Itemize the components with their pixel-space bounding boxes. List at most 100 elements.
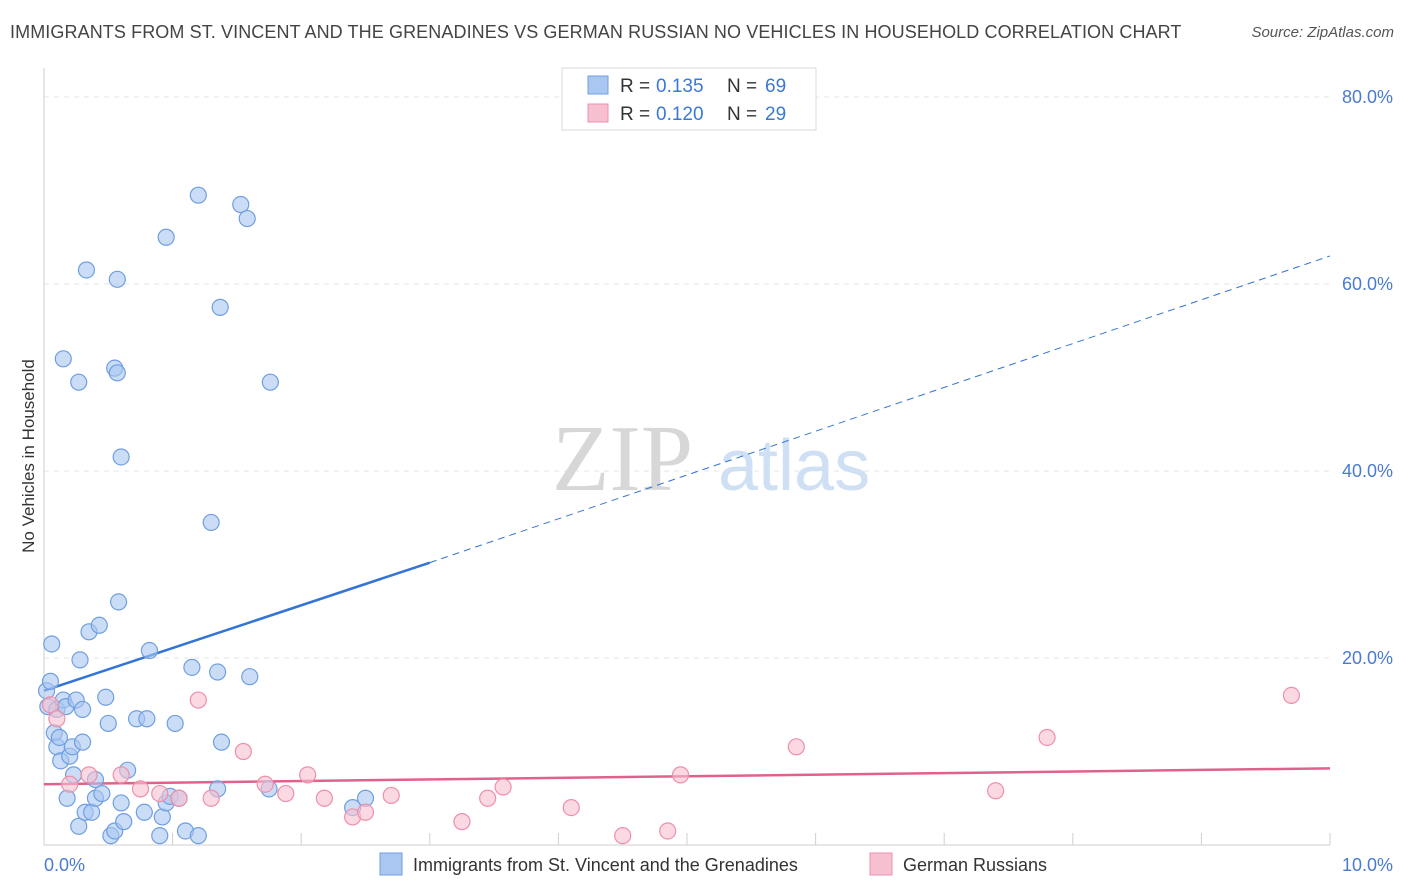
point-immigrants-43: [166, 714, 184, 733]
point-immigrants-66: [232, 195, 250, 214]
point-immigrants-26: [93, 784, 111, 803]
stats-n-label-2: N =: [727, 104, 757, 125]
point-immigrants-50: [212, 733, 231, 751]
point-immigrants-60: [108, 364, 126, 382]
point-german-russians-9: [202, 789, 220, 807]
legend-swatch-immigrants: [379, 852, 403, 876]
point-immigrants-56: [54, 350, 72, 368]
y-tick-label-0: 20.0%: [1342, 648, 1393, 668]
point-german-russians-4: [112, 766, 130, 784]
point-immigrants-11: [58, 789, 76, 807]
watermark: ZIP atlas: [552, 407, 870, 511]
point-german-russians-23: [659, 822, 677, 840]
point-immigrants-37: [138, 710, 156, 728]
trend-line-immigrants-extension: [429, 255, 1331, 564]
point-german-russians-0: [41, 696, 60, 714]
point-immigrants-39: [151, 827, 169, 845]
point-immigrants-2: [41, 672, 60, 690]
point-german-russians-16: [356, 803, 375, 821]
stats-swatch-blue: [587, 75, 609, 95]
trend-layer: [43, 255, 1331, 786]
trend-line-immigrants: [43, 561, 431, 692]
legend-label-immigrants: Immigrants from St. Vincent and the Gren…: [413, 855, 798, 875]
point-immigrants-62: [112, 448, 130, 466]
point-immigrants-3: [43, 635, 61, 653]
points-layer: [37, 186, 1301, 845]
point-german-russians-27: [1038, 728, 1056, 747]
point-immigrants-32: [112, 794, 130, 812]
point-immigrants-40: [153, 808, 171, 826]
point-immigrants-7: [50, 728, 69, 747]
point-immigrants-27: [97, 688, 115, 706]
point-immigrants-31: [109, 593, 128, 611]
point-german-russians-20: [494, 778, 512, 796]
point-immigrants-68: [261, 373, 279, 391]
point-immigrants-25: [90, 616, 108, 634]
legend-swatch-german-russians: [869, 852, 893, 876]
point-german-russians-25: [787, 738, 805, 756]
point-immigrants-19: [73, 733, 92, 751]
point-german-russians-6: [151, 784, 169, 803]
point-german-russians-12: [277, 784, 295, 803]
x-tick-label-1: 10.0%: [1342, 855, 1393, 875]
point-immigrants-48: [202, 513, 220, 532]
x-tick-label-0: 0.0%: [44, 855, 85, 875]
stats-r-label-1: R =: [620, 76, 650, 97]
y-tick-label-1: 40.0%: [1342, 461, 1393, 481]
stats-n-label-1: N =: [727, 76, 757, 97]
point-immigrants-33: [115, 813, 133, 831]
legend-label-german-russians: German Russians: [903, 855, 1047, 875]
point-immigrants-57: [70, 373, 88, 391]
point-immigrants-22: [82, 803, 101, 821]
chart-title: IMMIGRANTS FROM ST. VINCENT AND THE GREN…: [10, 22, 1182, 42]
point-german-russians-14: [315, 789, 333, 807]
point-german-russians-7: [170, 789, 188, 807]
y-axis-title: No Vehicles in Household: [19, 359, 38, 553]
point-immigrants-63: [157, 228, 175, 246]
point-german-russians-22: [614, 827, 632, 845]
point-immigrants-61: [108, 270, 126, 288]
point-immigrants-16: [70, 817, 88, 835]
point-german-russians-8: [189, 691, 207, 709]
point-immigrants-52: [241, 668, 259, 686]
point-immigrants-49: [209, 663, 227, 681]
bottom-legend: Immigrants from St. Vincent and the Gren…: [379, 852, 1047, 876]
point-german-russians-2: [61, 775, 79, 793]
point-german-russians-26: [987, 782, 1005, 800]
point-german-russians-5: [131, 780, 150, 798]
point-german-russians-3: [80, 766, 98, 784]
y-tick-label-3: 80.0%: [1342, 87, 1393, 107]
stats-r-label-2: R =: [620, 104, 650, 125]
point-immigrants-58: [77, 261, 96, 279]
ticks-layer: 20.0% 40.0% 60.0% 80.0% 0.0% 10.0%: [44, 87, 1393, 875]
point-german-russians-18: [453, 813, 471, 831]
point-immigrants-64: [189, 186, 207, 204]
grid-layer: [44, 96, 1331, 845]
point-german-russians-1: [48, 710, 66, 728]
watermark-atlas: atlas: [718, 426, 870, 506]
point-german-russians-21: [562, 798, 580, 817]
point-immigrants-47: [189, 827, 207, 845]
point-immigrants-65: [211, 298, 229, 316]
point-german-russians-24: [671, 766, 690, 784]
stats-legend: R = 0.135 N = 69 R = 0.120 N = 29: [561, 67, 817, 131]
stats-r-value-1: 0.135: [656, 76, 704, 97]
stats-n-value-2: 29: [765, 104, 786, 125]
point-immigrants-18: [73, 700, 92, 719]
point-german-russians-13: [299, 766, 317, 784]
source-label: Source: ZipAtlas.com: [1251, 24, 1394, 41]
point-immigrants-46: [183, 658, 201, 676]
point-immigrants-17: [71, 651, 89, 669]
point-immigrants-38: [140, 641, 159, 660]
point-german-russians-17: [382, 786, 400, 805]
point-immigrants-28: [99, 714, 117, 733]
point-german-russians-11: [256, 775, 274, 793]
point-german-russians-10: [234, 742, 252, 761]
point-immigrants-36: [135, 803, 153, 821]
stats-r-value-2: 0.120: [656, 104, 704, 125]
stats-swatch-pink: [587, 103, 609, 123]
axes-layer: [43, 68, 1330, 846]
y-tick-label-2: 60.0%: [1342, 274, 1393, 294]
watermark-zip: ZIP: [552, 407, 693, 511]
